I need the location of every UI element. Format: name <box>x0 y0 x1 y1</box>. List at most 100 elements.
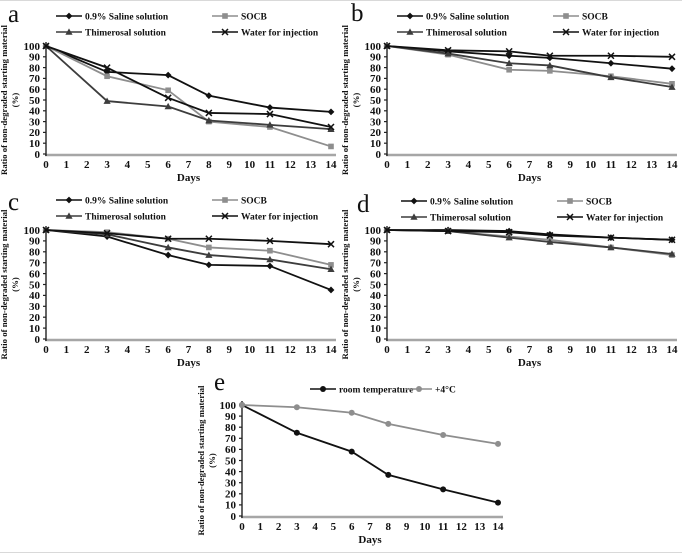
svg-text:6: 6 <box>506 159 512 171</box>
svg-text:30: 30 <box>370 301 382 313</box>
svg-text:6: 6 <box>506 344 512 356</box>
svg-text:0: 0 <box>43 159 49 171</box>
panel-d-letter: d <box>357 191 370 218</box>
svg-text:SOCB: SOCB <box>241 197 268 207</box>
panel-a: a 0 10 20 30 40 50 60 70 80 90 100 0 1 2 3 4 5 6 7 8 9 10 11 12… <box>0 1 341 184</box>
svg-text:10: 10 <box>370 138 382 150</box>
svg-text:13: 13 <box>305 344 317 356</box>
svg-text:5: 5 <box>145 159 151 171</box>
svg-text:SOCB: SOCB <box>586 198 613 208</box>
svg-text:40: 40 <box>225 466 237 478</box>
svg-text:3: 3 <box>445 344 451 356</box>
svg-text:50: 50 <box>225 455 237 467</box>
svg-text:Thimerosal solution: Thimerosal solution <box>85 29 167 39</box>
svg-text:10: 10 <box>585 159 597 171</box>
svg-text:13: 13 <box>305 159 317 171</box>
svg-text:8: 8 <box>547 159 553 171</box>
svg-text:14: 14 <box>667 344 679 356</box>
svg-text:100: 100 <box>24 225 41 237</box>
svg-text:8: 8 <box>206 344 212 356</box>
svg-text:8: 8 <box>547 344 553 356</box>
svg-text:60: 60 <box>29 84 41 96</box>
svg-text:1: 1 <box>64 159 70 171</box>
svg-text:80: 80 <box>370 247 382 259</box>
svg-text:7: 7 <box>186 344 192 356</box>
svg-text:Thimerosal solution: Thimerosal solution <box>426 29 508 39</box>
svg-text:9: 9 <box>226 159 232 171</box>
svg-text:SOCB: SOCB <box>582 13 609 23</box>
svg-text:70: 70 <box>29 73 41 85</box>
svg-text:80: 80 <box>370 62 382 74</box>
svg-text:3: 3 <box>445 159 451 171</box>
svg-text:7: 7 <box>527 159 533 171</box>
svg-text:Water for injection: Water for injection <box>582 29 660 39</box>
svg-text:0.9% Saline solution: 0.9% Saline solution <box>430 198 514 208</box>
svg-text:10: 10 <box>244 344 256 356</box>
svg-text:13: 13 <box>474 521 486 533</box>
svg-text:11: 11 <box>265 344 275 356</box>
svg-text:14: 14 <box>326 344 338 356</box>
svg-text:Days: Days <box>358 534 382 546</box>
svg-text:6: 6 <box>349 521 355 533</box>
svg-text:Water for injection: Water for injection <box>241 29 319 39</box>
svg-text:10: 10 <box>29 138 41 150</box>
svg-text:1: 1 <box>405 159 411 171</box>
svg-text:9: 9 <box>226 344 232 356</box>
svg-text:50: 50 <box>370 279 382 291</box>
svg-text:1: 1 <box>258 521 264 533</box>
svg-text:4: 4 <box>466 344 472 356</box>
svg-text:10: 10 <box>225 500 237 512</box>
svg-text:6: 6 <box>165 344 171 356</box>
svg-text:6: 6 <box>165 159 171 171</box>
svg-text:100: 100 <box>365 225 382 237</box>
svg-text:50: 50 <box>29 279 41 291</box>
svg-text:4: 4 <box>312 521 318 533</box>
svg-text:Ratio of non-degraded starting: Ratio of non-degraded starting material <box>196 385 206 536</box>
svg-text:Water for injection: Water for injection <box>586 214 664 224</box>
svg-text:80: 80 <box>225 422 237 434</box>
svg-text:12: 12 <box>285 159 297 171</box>
svg-text:5: 5 <box>331 521 337 533</box>
svg-text:12: 12 <box>626 344 638 356</box>
svg-text:Water for injection: Water for injection <box>241 213 319 223</box>
svg-text:(%): (%) <box>351 277 361 292</box>
svg-text:0.9% Saline solution: 0.9% Saline solution <box>426 13 510 23</box>
svg-text:90: 90 <box>370 52 382 64</box>
svg-text:13: 13 <box>646 159 658 171</box>
svg-text:3: 3 <box>104 344 110 356</box>
svg-text:0: 0 <box>384 159 390 171</box>
svg-text:20: 20 <box>370 127 382 139</box>
svg-text:(%): (%) <box>351 93 361 108</box>
svg-text:10: 10 <box>244 159 256 171</box>
svg-text:3: 3 <box>104 159 110 171</box>
svg-text:Thimerosal solution: Thimerosal solution <box>430 214 512 224</box>
svg-text:0: 0 <box>231 511 237 523</box>
svg-text:Days: Days <box>518 357 542 368</box>
svg-text:4: 4 <box>125 159 131 171</box>
svg-text:Ratio of non-degraded starting: Ratio of non-degraded starting material <box>0 209 9 360</box>
svg-text:10: 10 <box>585 344 597 356</box>
panel-a-letter: a <box>8 1 20 28</box>
svg-text:SOCB: SOCB <box>241 13 268 23</box>
svg-text:20: 20 <box>29 312 41 324</box>
svg-text:14: 14 <box>493 521 505 533</box>
svg-text:80: 80 <box>29 247 41 259</box>
svg-text:7: 7 <box>186 159 192 171</box>
svg-text:10: 10 <box>419 521 431 533</box>
svg-text:2: 2 <box>425 344 431 356</box>
svg-text:50: 50 <box>370 95 382 107</box>
svg-text:90: 90 <box>225 411 237 423</box>
svg-text:0.9% Saline solution: 0.9% Saline solution <box>85 197 169 207</box>
svg-text:7: 7 <box>527 344 533 356</box>
svg-text:9: 9 <box>404 521 410 533</box>
panel-c: c 0 10 20 30 40 50 60 70 80 90 100 0 1 2 3 4 5 6 7 8 9 10 11 12… <box>0 184 341 368</box>
svg-text:70: 70 <box>370 258 382 270</box>
svg-text:1: 1 <box>405 344 411 356</box>
svg-text:2: 2 <box>276 521 282 533</box>
svg-text:0: 0 <box>376 334 382 346</box>
svg-text:11: 11 <box>606 344 616 356</box>
svg-text:12: 12 <box>456 521 468 533</box>
svg-text:3: 3 <box>294 521 300 533</box>
